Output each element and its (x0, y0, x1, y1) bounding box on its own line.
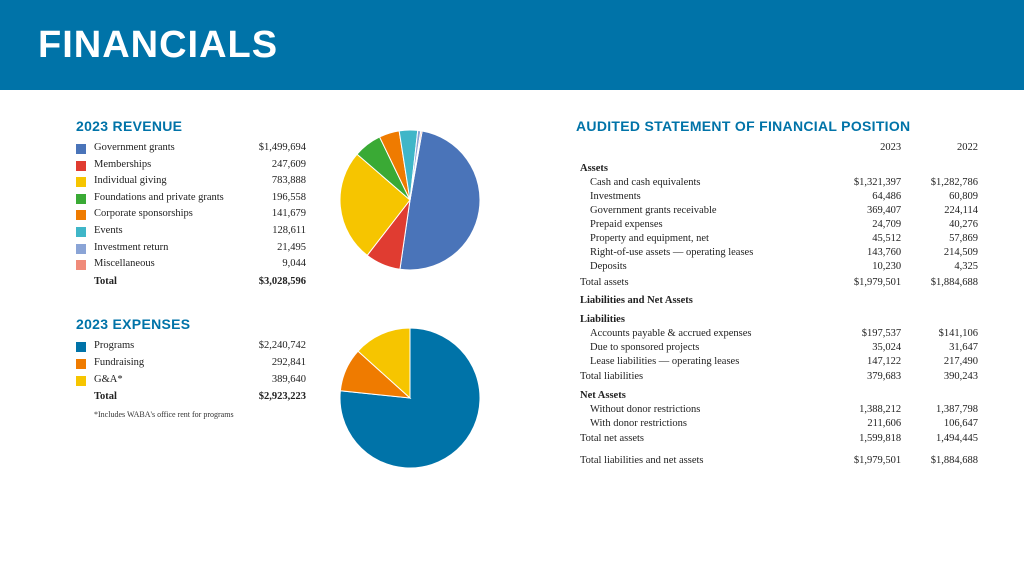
legend-amount: 9,044 (236, 258, 306, 269)
legend-label: Foundations and private grants (94, 192, 236, 205)
legend-swatch (76, 194, 86, 204)
legend-row: Individual giving783,888 (76, 173, 306, 190)
revenue-total-label: Total (94, 276, 236, 289)
legend-amount: $2,240,742 (236, 340, 306, 351)
legend-label: Individual giving (94, 175, 236, 188)
legend-amount: $1,499,694 (236, 142, 306, 153)
legend-amount: 141,679 (236, 208, 306, 219)
table-row: Investments64,48660,809 (576, 190, 982, 204)
revenue-pie-chart (336, 126, 484, 274)
legend-label: Investment return (94, 242, 236, 255)
expenses-title: 2023 EXPENSES (76, 316, 306, 332)
revenue-legend-area: 2023 REVENUE Government grants$1,499,694… (76, 118, 306, 288)
table-row: Accounts payable & accrued expenses$197,… (576, 326, 982, 340)
page-title: FINANCIALS (38, 24, 278, 67)
legend-swatch (76, 376, 86, 386)
expenses-legend: Programs$2,240,742Fundraising292,841G&A*… (76, 338, 306, 388)
table-year-header: 20232022 (576, 140, 982, 157)
table-row: Prepaid expenses24,70940,276 (576, 218, 982, 232)
legend-amount: 783,888 (236, 175, 306, 186)
legend-row: G&A*389,640 (76, 372, 306, 389)
table-row: Cash and cash equivalents$1,321,397$1,28… (576, 176, 982, 190)
legend-swatch (76, 244, 86, 254)
legend-label: Events (94, 225, 236, 238)
table-row: With donor restrictions211,606106,647 (576, 416, 982, 430)
legend-label: Fundraising (94, 357, 236, 370)
expenses-block: 2023 EXPENSES Programs$2,240,742Fundrais… (76, 316, 536, 472)
expenses-total-label: Total (94, 391, 236, 404)
legend-row: Events128,611 (76, 223, 306, 240)
legend-label: Miscellaneous (94, 258, 236, 271)
legend-label: Government grants (94, 142, 236, 155)
grand-total: Total liabilities and net assets$1,979,5… (576, 452, 982, 468)
expenses-footnote: *Includes WABA's office rent for program… (94, 410, 306, 419)
section-head: Liabilities (576, 308, 982, 327)
legend-swatch (76, 210, 86, 220)
legend-swatch (76, 227, 86, 237)
expenses-pie-wrap (330, 316, 490, 472)
table-row: Deposits10,2304,325 (576, 260, 982, 274)
legend-amount: 247,609 (236, 159, 306, 170)
table-row: Right-of-use assets — operating leases14… (576, 246, 982, 260)
legend-swatch (76, 161, 86, 171)
statement-title: AUDITED STATEMENT OF FINANCIAL POSITION (576, 118, 982, 134)
left-column: 2023 REVENUE Government grants$1,499,694… (76, 118, 536, 472)
legend-row: Government grants$1,499,694 (76, 140, 306, 157)
legend-amount: 389,640 (236, 374, 306, 385)
year-col: 2023 (828, 140, 905, 157)
legend-label: Corporate sponsorships (94, 208, 236, 221)
expenses-legend-area: 2023 EXPENSES Programs$2,240,742Fundrais… (76, 316, 306, 418)
legend-row: Fundraising292,841 (76, 355, 306, 372)
revenue-total-amount: $3,028,596 (236, 276, 306, 289)
legend-swatch (76, 177, 86, 187)
table-row: Without donor restrictions1,388,2121,387… (576, 402, 982, 416)
financial-position-table: 20232022AssetsCash and cash equivalents$… (576, 140, 982, 467)
legend-swatch (76, 359, 86, 369)
legend-label: Programs (94, 340, 236, 353)
section-total: Total liabilities379,683390,243 (576, 368, 982, 384)
legend-row: Memberships247,609 (76, 157, 306, 174)
content: 2023 REVENUE Government grants$1,499,694… (0, 90, 1024, 472)
section-head: Assets (576, 157, 982, 176)
revenue-total-row: Total $3,028,596 (76, 273, 306, 289)
legend-row: Foundations and private grants196,558 (76, 190, 306, 207)
expenses-pie-chart (336, 324, 484, 472)
revenue-block: 2023 REVENUE Government grants$1,499,694… (76, 118, 536, 288)
legend-swatch (76, 144, 86, 154)
legend-amount: 196,558 (236, 192, 306, 203)
legend-row: Investment return21,495 (76, 240, 306, 257)
year-col: 2022 (905, 140, 982, 157)
legend-amount: 292,841 (236, 357, 306, 368)
revenue-pie-wrap (330, 118, 490, 274)
legend-label: Memberships (94, 159, 236, 172)
table-row: Due to sponsored projects35,02431,647 (576, 340, 982, 354)
table-row: Lease liabilities — operating leases147,… (576, 354, 982, 368)
table-row: Government grants receivable369,407224,1… (576, 204, 982, 218)
legend-row: Miscellaneous9,044 (76, 256, 306, 273)
legend-row: Programs$2,240,742 (76, 338, 306, 355)
legend-amount: 21,495 (236, 242, 306, 253)
legend-label: G&A* (94, 374, 236, 387)
legend-swatch (76, 342, 86, 352)
section-head: Liabilities and Net Assets (576, 289, 982, 308)
section-head: Net Assets (576, 384, 982, 403)
legend-row: Corporate sponsorships141,679 (76, 206, 306, 223)
page-header: FINANCIALS (0, 0, 1024, 90)
expenses-total-amount: $2,923,223 (236, 391, 306, 404)
right-column: AUDITED STATEMENT OF FINANCIAL POSITION … (576, 118, 982, 472)
section-total: Total assets$1,979,501$1,884,688 (576, 274, 982, 290)
revenue-legend: Government grants$1,499,694Memberships24… (76, 140, 306, 273)
legend-amount: 128,611 (236, 225, 306, 236)
legend-swatch (76, 260, 86, 270)
table-row: Property and equipment, net45,51257,869 (576, 232, 982, 246)
revenue-title: 2023 REVENUE (76, 118, 306, 134)
section-total: Total net assets1,599,8181,494,445 (576, 430, 982, 446)
expenses-total-row: Total $2,923,223 (76, 388, 306, 404)
